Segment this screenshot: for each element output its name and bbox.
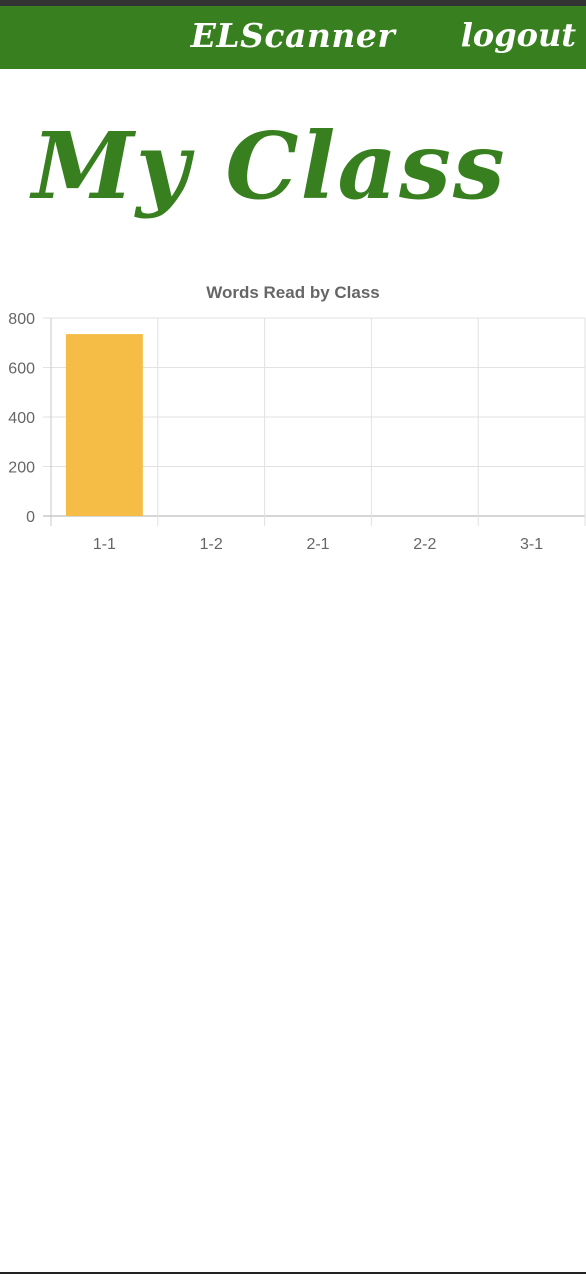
x-tick-label: 2-2: [413, 536, 436, 553]
x-tick-label: 1-1: [93, 536, 116, 553]
x-tick-label: 1-2: [200, 536, 223, 553]
page-title: My Class: [32, 112, 507, 220]
y-tick-label: 0: [26, 509, 35, 526]
y-tick-label: 200: [8, 460, 35, 477]
y-tick-label: 400: [8, 410, 35, 427]
bar-1-1: [66, 334, 143, 516]
x-tick-label: 3-1: [520, 536, 543, 553]
words-read-chart: Words Read by Class 0 200 400 600 800 1-1 1-2 2-…: [0, 276, 586, 566]
chart-title: Words Read by Class: [206, 283, 380, 302]
y-tick-label: 600: [8, 361, 35, 378]
bar-chart-svg: Words Read by Class 0 200 400 600 800 1-1 1-2 2-…: [0, 276, 586, 566]
navbar: ELScanner logout: [0, 6, 586, 69]
x-tick-label: 2-1: [306, 536, 329, 553]
logout-link[interactable]: logout: [461, 16, 576, 54]
y-tick-label: 800: [8, 311, 35, 328]
